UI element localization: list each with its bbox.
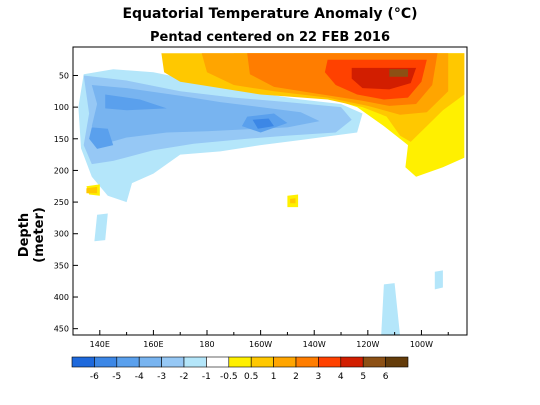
legend-label-2: -4 [135, 372, 144, 382]
legend-label-1: -5 [112, 372, 121, 382]
anomaly-region-neg5-9 [252, 118, 274, 129]
anomaly-region-neg3-5 [91, 85, 320, 146]
anomaly-region-6-20 [389, 69, 408, 77]
y-tick-label-50: 50 [59, 71, 69, 80]
chart-subtitle: Pentad centered on 22 FEB 2016 [150, 30, 390, 45]
x-tick-label-180: 180 [199, 340, 214, 349]
anomaly-region-neg4-8 [89, 127, 114, 149]
anomaly-region-neg1-3 [434, 270, 443, 290]
y-tick-label-400: 400 [54, 293, 69, 302]
anomaly-region-neg1-1 [94, 213, 108, 242]
legend-label-7: 0.5 [244, 372, 258, 382]
legend-swatch-11 [318, 356, 342, 368]
legend-swatch-3 [138, 356, 162, 368]
x-tick-label-140W: 140W [303, 340, 326, 349]
plot-frame [72, 46, 468, 336]
legend-swatch-1 [94, 356, 118, 368]
legend-swatch-0 [71, 356, 95, 368]
legend-label-10: 3 [316, 372, 322, 382]
y-tick-label-350: 350 [54, 261, 69, 270]
x-tick-label-100W: 100W [410, 340, 433, 349]
anomaly-field [78, 53, 465, 335]
legend-swatch-7 [228, 356, 252, 368]
legend-label-11: 4 [338, 372, 344, 382]
legend-swatch-13 [362, 356, 386, 368]
y-tick-label-200: 200 [54, 166, 69, 175]
legend-label-0: -6 [90, 372, 99, 382]
y-tick-label-100: 100 [54, 103, 69, 112]
legend-label-4: -2 [180, 372, 189, 382]
legend-swatch-9 [273, 356, 297, 368]
legend-swatch-14 [385, 356, 409, 368]
legend-swatch-4 [161, 356, 185, 368]
chart-title: Equatorial Temperature Anomaly (°C) [122, 6, 418, 22]
anomaly-region-neg1-2 [381, 283, 400, 335]
y-tick-label-150: 150 [54, 135, 69, 144]
legend-swatch-8 [250, 356, 274, 368]
legend-swatch-2 [116, 356, 140, 368]
legend-label-13: 6 [383, 372, 389, 382]
x-tick-label-160E: 160E [143, 340, 163, 349]
legend-swatch-6 [206, 356, 230, 368]
legend-swatch-5 [183, 356, 207, 368]
x-tick-label-140E: 140E [90, 340, 110, 349]
anomaly-region-1-13 [290, 198, 296, 204]
legend-label-8: 1 [271, 372, 277, 382]
legend-label-3: -3 [157, 372, 166, 382]
x-tick-label-120W: 120W [356, 340, 379, 349]
legend-swatch-12 [340, 356, 364, 368]
anomaly-region-1-12 [86, 186, 98, 194]
y-tick-label-250: 250 [54, 198, 69, 207]
legend-label-5: -1 [202, 372, 211, 382]
y-tick-label-300: 300 [54, 230, 69, 239]
x-tick-label-160W: 160W [249, 340, 272, 349]
legend-swatch-10 [295, 356, 319, 368]
legend-label-12: 5 [360, 372, 366, 382]
legend-label-9: 2 [293, 372, 299, 382]
anomaly-region-neg4-6 [105, 94, 167, 111]
y-tick-label-450: 450 [54, 325, 69, 334]
legend-label-6: -0.5 [220, 372, 238, 382]
